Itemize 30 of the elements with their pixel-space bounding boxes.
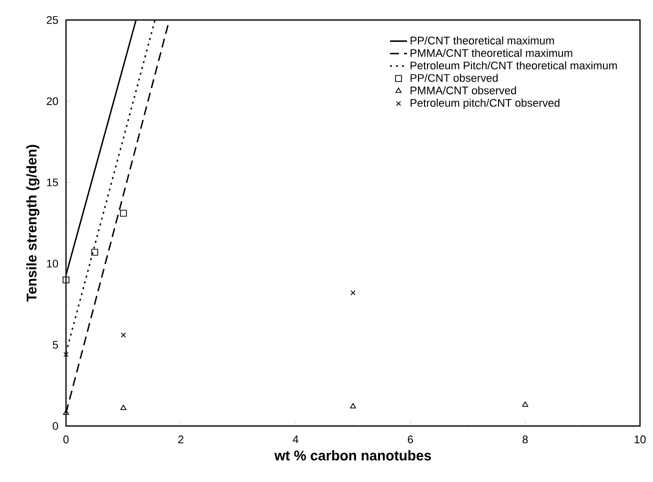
- y-tick-label: 25: [46, 16, 58, 24]
- x-tick-label: 6: [408, 436, 413, 444]
- point: [120, 404, 126, 410]
- point: [120, 210, 127, 217]
- legend-label: PP/CNT observed: [410, 74, 498, 82]
- y-tick-label: 10: [47, 260, 58, 268]
- point: [350, 290, 356, 296]
- x-tick-label: 0: [63, 436, 69, 444]
- legend-label: Petroleum Pitch/CNT theoretical maximum: [410, 61, 617, 70]
- y-tick-label: 5: [52, 340, 58, 349]
- x-tick-label: 10: [634, 436, 646, 444]
- y-axis-title: Tensile strength (g/den): [26, 144, 40, 302]
- point: [120, 332, 126, 338]
- legend-label: PMMA/CNT theoretical maximum: [410, 48, 572, 57]
- point: [63, 410, 69, 415]
- point: [91, 248, 98, 256]
- point: [62, 276, 70, 284]
- point: [350, 403, 356, 408]
- legend-label: PMMA/CNT observed: [410, 86, 516, 94]
- y-tick-label: 20: [46, 97, 58, 106]
- x-tick-label: 4: [292, 436, 298, 444]
- x-tick-label: 2: [178, 436, 184, 444]
- y-tick-label: 15: [47, 178, 58, 186]
- point: [522, 401, 528, 407]
- point: [63, 352, 69, 358]
- legend-label: Petroleum pitch/CNT observed: [410, 98, 560, 109]
- legend-label: PP/CNT theoretical maximum: [410, 36, 554, 44]
- y-tick-label: 0: [52, 422, 58, 430]
- x-tick-label: 8: [522, 436, 528, 444]
- x-axis-title: wt % carbon nanotubes: [274, 450, 431, 460]
